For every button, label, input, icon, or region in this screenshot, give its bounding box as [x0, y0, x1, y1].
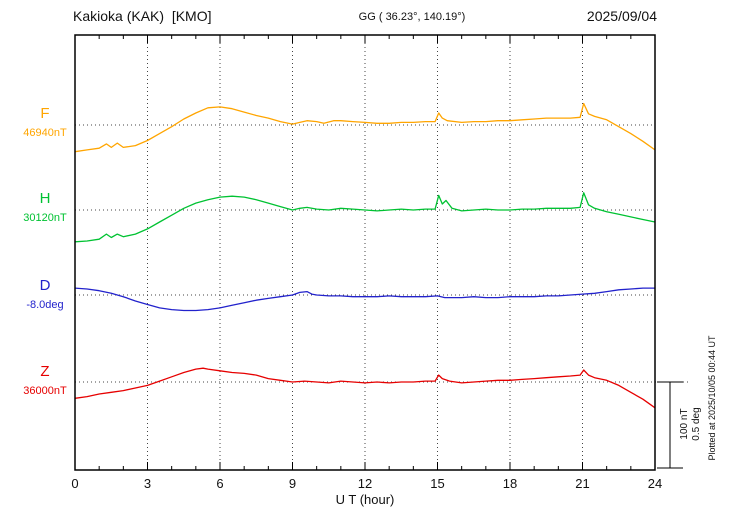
trace-letter-F: F	[40, 105, 50, 122]
scale-deg-label: 0.5 deg	[691, 407, 702, 441]
trace-letter-H: H	[39, 190, 51, 207]
station-title: Kakioka (KAK) [KMO]	[73, 8, 212, 24]
x-tick-label: 12	[358, 476, 372, 491]
trace-F	[74, 102, 656, 153]
trace-label-H: H 30120nT	[14, 191, 76, 225]
observation-date: 2025/09/04	[586, 8, 657, 24]
trace-baseline-value-H: 30120nT	[23, 212, 67, 224]
trace-baseline-value-Z: 36000nT	[23, 385, 67, 397]
x-axis-title: U T (hour)	[335, 492, 395, 507]
scale-bar-labels: 100 nT 0.5 deg	[679, 400, 703, 448]
x-tick-label: 18	[503, 476, 517, 491]
x-tick-label: 6	[216, 476, 223, 491]
x-tick-label: 3	[144, 476, 151, 491]
trace-label-D: D -8.0deg	[14, 278, 76, 312]
plotted-timestamp: Plotted at 2025/10/05 00:44 UT	[707, 335, 717, 461]
plot-frame	[74, 34, 656, 471]
x-tick-label: 15	[430, 476, 444, 491]
trace-label-Z: Z 36000nT	[14, 364, 76, 398]
trace-letter-D: D	[39, 277, 51, 294]
x-tick-label: 24	[648, 476, 662, 491]
geo-coordinates: GG ( 36.23°, 140.19°)	[358, 11, 466, 23]
trace-label-F: F 46940nT	[14, 106, 76, 140]
trace-H	[74, 192, 656, 243]
trace-baseline-value-F: 46940nT	[23, 127, 67, 139]
scale-nt-label: 100 nT	[679, 408, 690, 440]
trace-letter-Z: Z	[40, 363, 50, 380]
trace-baseline-value-D: -8.0deg	[26, 299, 64, 311]
x-tick-label: 0	[71, 476, 78, 491]
trace-Z	[74, 367, 656, 409]
trace-D	[74, 287, 655, 312]
x-tick-label: 21	[575, 476, 589, 491]
x-tick-label: 9	[289, 476, 296, 491]
